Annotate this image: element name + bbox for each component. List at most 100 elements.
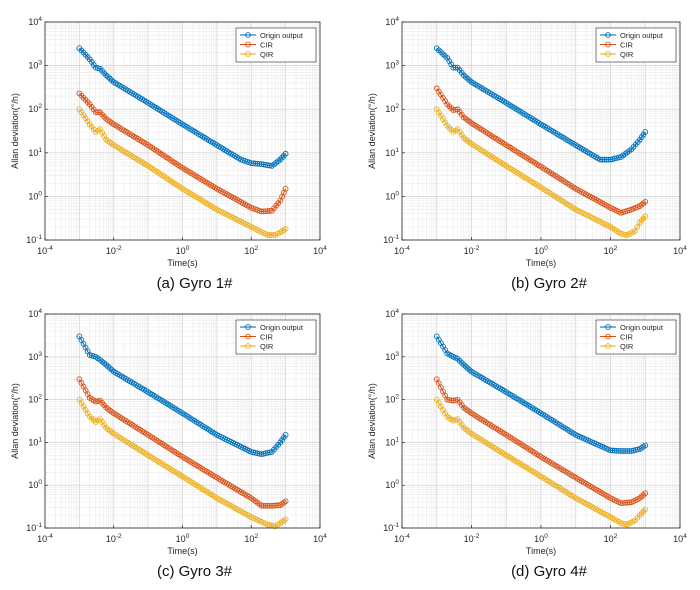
legend-marker	[245, 333, 251, 340]
legend-entry: Origin output	[620, 323, 664, 332]
x-tick-label: 100	[534, 533, 548, 544]
panel-caption: (c) Gyro 3#	[157, 563, 233, 580]
data-point	[264, 232, 271, 238]
y-tick-label: 101	[28, 147, 42, 158]
x-tick-label: 102	[244, 533, 258, 544]
series-qir	[433, 396, 649, 528]
data-point	[611, 447, 618, 454]
data-point	[620, 500, 626, 506]
series-qir	[433, 106, 649, 238]
data-point	[282, 516, 289, 523]
x-tick-label: 102	[604, 245, 618, 256]
data-point	[642, 506, 649, 513]
data-point	[616, 448, 622, 454]
panel-caption: (b) Gyro 2#	[511, 275, 588, 292]
data-point	[252, 160, 259, 167]
x-tick-label: 10-4	[394, 245, 410, 256]
legend-entry: QIR	[260, 342, 274, 351]
data-point	[282, 226, 289, 232]
data-point	[622, 499, 629, 506]
series-cir	[433, 376, 649, 507]
chart-panel-1: 10-4 10-2 100 102 104 10-1 100 101 102 103 104 Time…	[10, 16, 327, 292]
legend-marker	[605, 324, 611, 330]
legend-entry: QIR	[620, 50, 634, 59]
legend-marker	[245, 324, 251, 330]
data-point	[452, 64, 459, 71]
y-axis-label: Allan deviation(°/h)	[10, 383, 20, 459]
data-point	[637, 495, 643, 501]
x-tick-label: 104	[313, 533, 327, 544]
y-tick-label: 102	[28, 103, 42, 114]
x-tick-label: 102	[244, 245, 258, 256]
series-qir	[76, 396, 289, 530]
data-point	[642, 442, 649, 449]
legend-entry: Origin output	[260, 31, 304, 40]
panel-caption: (d) Gyro 4#	[511, 563, 588, 580]
y-tick-label: 103	[28, 351, 42, 362]
data-point	[282, 498, 289, 505]
y-tick-label: 100	[385, 479, 399, 490]
panel-caption: (a) Gyro 1#	[157, 275, 234, 292]
legend-marker	[245, 343, 251, 349]
series-origin-output	[76, 45, 289, 169]
series-cir	[76, 376, 289, 509]
data-point	[260, 161, 267, 168]
data-point	[262, 208, 269, 215]
y-tick-label: 103	[385, 351, 399, 362]
data-point	[605, 156, 612, 163]
data-point	[258, 502, 265, 509]
y-tick-label: 102	[385, 394, 399, 405]
y-tick-label: 104	[28, 16, 42, 27]
y-axis-label: Allan deviation(°/h)	[367, 93, 377, 169]
data-point	[260, 502, 267, 509]
chart-panel-3: 10-4 10-2 100 102 104 10-1 100 101 102 103 104 Time…	[10, 308, 327, 580]
x-axis-label: Time(s)	[167, 258, 197, 268]
y-tick-label: 102	[385, 103, 399, 114]
x-tick-label: 100	[176, 533, 190, 544]
x-tick-label: 10-4	[37, 533, 53, 544]
x-tick-label: 104	[673, 245, 687, 256]
data-point	[258, 208, 265, 215]
legend-entry: CIR	[620, 41, 634, 50]
legend-marker	[605, 41, 611, 48]
data-point	[624, 448, 631, 454]
x-axis-label: Time(s)	[167, 546, 197, 556]
legend-entry: QIR	[260, 50, 274, 59]
series-origin-output	[433, 45, 649, 163]
data-point	[267, 208, 273, 214]
data-point	[282, 185, 289, 192]
data-point	[444, 396, 451, 403]
legend-marker	[245, 51, 251, 57]
data-point	[638, 510, 645, 517]
data-point	[642, 199, 649, 205]
y-tick-label: 104	[385, 308, 399, 319]
data-point	[622, 448, 629, 454]
x-tick-label: 10-2	[464, 533, 480, 544]
y-axis-label: Allan deviation(°/h)	[367, 383, 377, 459]
data-point	[601, 156, 608, 163]
data-point	[637, 512, 643, 518]
legend-marker	[605, 32, 611, 38]
x-axis-label: Time(s)	[526, 546, 556, 556]
y-tick-label: 103	[385, 60, 399, 71]
x-tick-label: 10-4	[394, 533, 410, 544]
data-point	[642, 213, 649, 220]
data-point	[269, 502, 275, 509]
legend-entry: QIR	[620, 342, 634, 351]
data-point	[597, 156, 603, 163]
data-point	[613, 447, 620, 454]
x-tick-label: 100	[534, 245, 548, 256]
y-tick-label: 101	[385, 147, 399, 158]
legend-entry: CIR	[260, 333, 274, 342]
series-origin-output	[76, 333, 289, 458]
data-point	[620, 448, 626, 454]
y-tick-label: 100	[385, 190, 399, 201]
x-tick-label: 10-2	[106, 533, 122, 544]
data-point	[618, 448, 624, 454]
y-tick-label: 104	[28, 308, 42, 319]
x-tick-label: 10-4	[37, 245, 53, 256]
data-point	[638, 493, 645, 500]
